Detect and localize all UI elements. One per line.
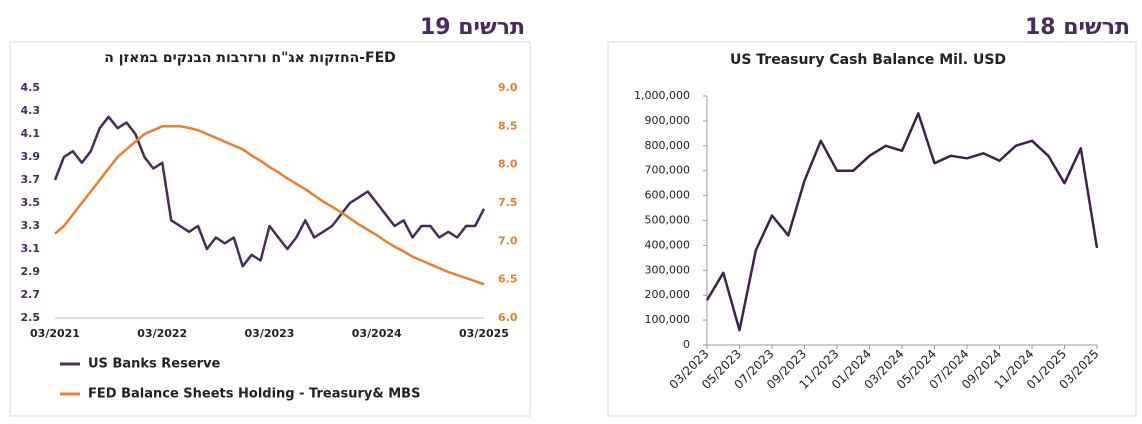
y-tick-label: 900,000 <box>645 114 691 127</box>
figure-label: תרשים 19 <box>420 15 525 40</box>
y2-tick-label: 8.0 <box>498 158 518 171</box>
y-tick-label: 2.9 <box>21 265 41 278</box>
y2-tick-label: 6.0 <box>498 311 518 324</box>
legend-label: US Banks Reserve <box>88 357 221 372</box>
y-tick-label: 3.3 <box>21 219 41 232</box>
chart-title: US Treasury Cash Balance Mil. USD <box>730 52 1006 68</box>
y-tick-label: 400,000 <box>645 238 691 251</box>
y-tick-label: 2.5 <box>21 311 41 324</box>
x-tick-label: 03/2023 <box>245 327 295 340</box>
y2-tick-label: 7.5 <box>498 196 518 209</box>
y-tick-label: 4.3 <box>21 104 41 117</box>
y2-tick-label: 7.0 <box>498 234 518 247</box>
y-tick-label: 700,000 <box>645 164 691 177</box>
y-tick-label: 300,000 <box>645 263 691 276</box>
y2-tick-label: 8.5 <box>498 119 518 132</box>
x-tick-label: 03/2024 <box>352 327 402 340</box>
y-tick-label: 200,000 <box>645 288 691 301</box>
data-line <box>53 115 486 268</box>
chart-frame <box>9 41 531 417</box>
x-tick-label: 03/2025 <box>459 327 509 340</box>
x-tick-label: 03/2022 <box>137 327 187 340</box>
y-tick-label: 3.9 <box>21 150 41 163</box>
legend-label: FED Balance Sheets Holding - Treasury& M… <box>88 387 420 402</box>
chart-frame <box>607 41 1137 417</box>
y-tick-label: 3.7 <box>21 173 41 186</box>
data-line <box>54 125 485 286</box>
y-tick-label: 4.1 <box>21 127 41 140</box>
y-tick-label: 0 <box>683 338 690 351</box>
y-tick-label: 100,000 <box>645 313 691 326</box>
y-tick-label: 600,000 <box>645 189 691 202</box>
figure-label: תרשים 18 <box>1025 15 1130 40</box>
x-tick-label: 03/2021 <box>30 327 80 340</box>
chart-title: החזקות אג"ח ורזרבות הבנקים במאזן ה-FED <box>104 50 396 66</box>
y-tick-label: 4.5 <box>21 81 41 94</box>
y-tick-label: 1,000,000 <box>634 89 690 102</box>
y2-tick-label: 6.5 <box>498 273 518 286</box>
y-tick-label: 500,000 <box>645 214 691 227</box>
y-tick-label: 2.7 <box>21 288 41 301</box>
y-tick-label: 3.1 <box>21 242 41 255</box>
y-tick-label: 3.5 <box>21 196 41 209</box>
y2-tick-label: 9.0 <box>498 81 518 94</box>
y-tick-label: 800,000 <box>645 139 691 152</box>
data-line <box>705 112 1099 332</box>
